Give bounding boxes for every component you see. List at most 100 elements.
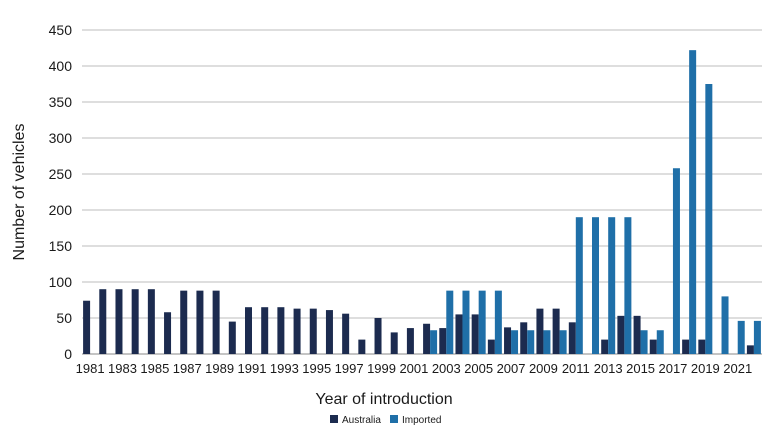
bar-australia-2003 xyxy=(439,328,447,354)
y-tick-label: 0 xyxy=(64,346,72,362)
bar-australia-1992 xyxy=(261,307,269,354)
x-tick-label: 1985 xyxy=(140,361,169,376)
legend-label-australia: Australia xyxy=(342,415,381,426)
bar-imported-2002 xyxy=(430,330,438,354)
bar-australia-1999 xyxy=(374,318,382,354)
bar-australia-2011 xyxy=(568,322,576,354)
bar-australia-2014 xyxy=(617,315,625,354)
bar-imported-2014 xyxy=(624,217,632,354)
x-tick-label: 2013 xyxy=(594,361,623,376)
x-tick-label: 1989 xyxy=(205,361,234,376)
x-tick-label: 2011 xyxy=(562,361,590,376)
bar-australia-2005 xyxy=(471,314,479,354)
bar-australia-1982 xyxy=(99,289,107,354)
bar-australia-1990 xyxy=(228,321,236,354)
bar-imported-2018 xyxy=(689,50,697,354)
bar-imported-2008 xyxy=(527,330,535,354)
legend-swatch-australia xyxy=(330,415,338,423)
bar-imported-2003 xyxy=(446,290,454,354)
bar-imported-2020 xyxy=(721,296,729,354)
bar-australia-2008 xyxy=(520,322,528,354)
bar-imported-2011 xyxy=(575,217,583,354)
bar-australia-2019 xyxy=(698,339,706,354)
bar-australia-1998 xyxy=(358,339,366,354)
x-axis-title: Year of introduction xyxy=(315,391,452,408)
bar-australia-2006 xyxy=(487,339,495,354)
bar-australia-1988 xyxy=(196,290,204,354)
bar-imported-2006 xyxy=(494,290,502,354)
bar-imported-2007 xyxy=(511,330,519,354)
bar-australia-1989 xyxy=(212,290,220,354)
y-tick-label: 250 xyxy=(49,166,73,182)
bar-imported-2021 xyxy=(737,320,745,354)
legend-swatch-imported xyxy=(390,415,398,423)
x-tick-label: 1993 xyxy=(270,361,299,376)
x-tick-label: 1981 xyxy=(76,361,105,376)
x-tick-label: 2009 xyxy=(529,361,558,376)
bar-australia-1994 xyxy=(293,308,301,354)
bar-australia-2007 xyxy=(504,327,512,354)
bar-australia-2018 xyxy=(682,339,690,354)
y-axis-title: Number of vehicles xyxy=(11,124,28,261)
x-tick-label: 1995 xyxy=(302,361,331,376)
bar-australia-2016 xyxy=(649,339,657,354)
bar-imported-2019 xyxy=(705,84,713,354)
bar-imported-2005 xyxy=(478,290,486,354)
legend-label-imported: Imported xyxy=(402,415,441,426)
gridlines xyxy=(82,29,762,355)
bar-imported-2013 xyxy=(608,217,616,354)
x-tick-label: 1999 xyxy=(367,361,396,376)
x-tick-label: 2021 xyxy=(723,361,752,376)
bar-australia-1983 xyxy=(115,289,123,354)
bar-australia-1996 xyxy=(325,310,333,354)
bar-australia-1986 xyxy=(164,312,172,354)
bar-australia-2013 xyxy=(601,339,609,354)
bar-australia-2015 xyxy=(633,315,641,354)
y-tick-label: 200 xyxy=(49,202,73,218)
y-tick-label: 50 xyxy=(56,310,72,326)
bar-australia-1991 xyxy=(245,307,252,354)
bar-australia-2009 xyxy=(536,308,544,354)
y-tick-label: 300 xyxy=(49,130,73,146)
x-tick-label: 2015 xyxy=(626,361,655,376)
bar-australia-2004 xyxy=(455,314,463,354)
x-tick-label: 1983 xyxy=(108,361,137,376)
bar-australia-1987 xyxy=(180,290,188,354)
x-tick-label: 2019 xyxy=(691,361,720,376)
bar-australia-1984 xyxy=(131,289,139,354)
bar-australia-1995 xyxy=(309,308,317,354)
bar-australia-2010 xyxy=(552,308,560,354)
x-tick-label: 2007 xyxy=(497,361,526,376)
bar-imported-2017 xyxy=(672,168,680,354)
bar-australia-1997 xyxy=(342,313,350,354)
bar-imported-2009 xyxy=(543,330,551,354)
x-tick-label: 2001 xyxy=(399,361,428,376)
x-tick-label: 2005 xyxy=(464,361,493,376)
x-axis-ticks: 1981 1983 1985 1987 1989 1991 1993 1995 1997 1999… xyxy=(76,361,753,376)
bar-australia-2022 xyxy=(746,345,754,354)
y-tick-label: 100 xyxy=(49,274,73,290)
bar-australia-2000 xyxy=(390,332,398,354)
x-tick-label: 2017 xyxy=(658,361,687,376)
bar-australia-1985 xyxy=(147,289,155,354)
x-tick-label: 1987 xyxy=(173,361,202,376)
x-tick-label: 1997 xyxy=(335,361,364,376)
bar-australia-1993 xyxy=(277,307,285,354)
y-tick-label: 150 xyxy=(49,238,73,254)
bar-imported-2010 xyxy=(559,330,567,354)
x-tick-label: 1991 xyxy=(238,361,267,376)
bar-imported-2004 xyxy=(462,290,470,354)
y-tick-label: 450 xyxy=(49,22,73,38)
bar-imported-2015 xyxy=(640,330,648,354)
y-tick-label: 350 xyxy=(49,94,73,110)
bar-australia-2002 xyxy=(423,323,431,354)
bars xyxy=(83,50,761,354)
bar-australia-2001 xyxy=(406,328,414,354)
bar-imported-2016 xyxy=(656,330,664,354)
x-tick-label: 2003 xyxy=(432,361,461,376)
y-axis-ticks: 0 50 100 150 200 250 300 350 400 450 xyxy=(49,22,73,362)
legend: Australia Imported xyxy=(330,415,441,426)
y-tick-label: 400 xyxy=(49,58,73,74)
bar-imported-2012 xyxy=(592,217,599,354)
